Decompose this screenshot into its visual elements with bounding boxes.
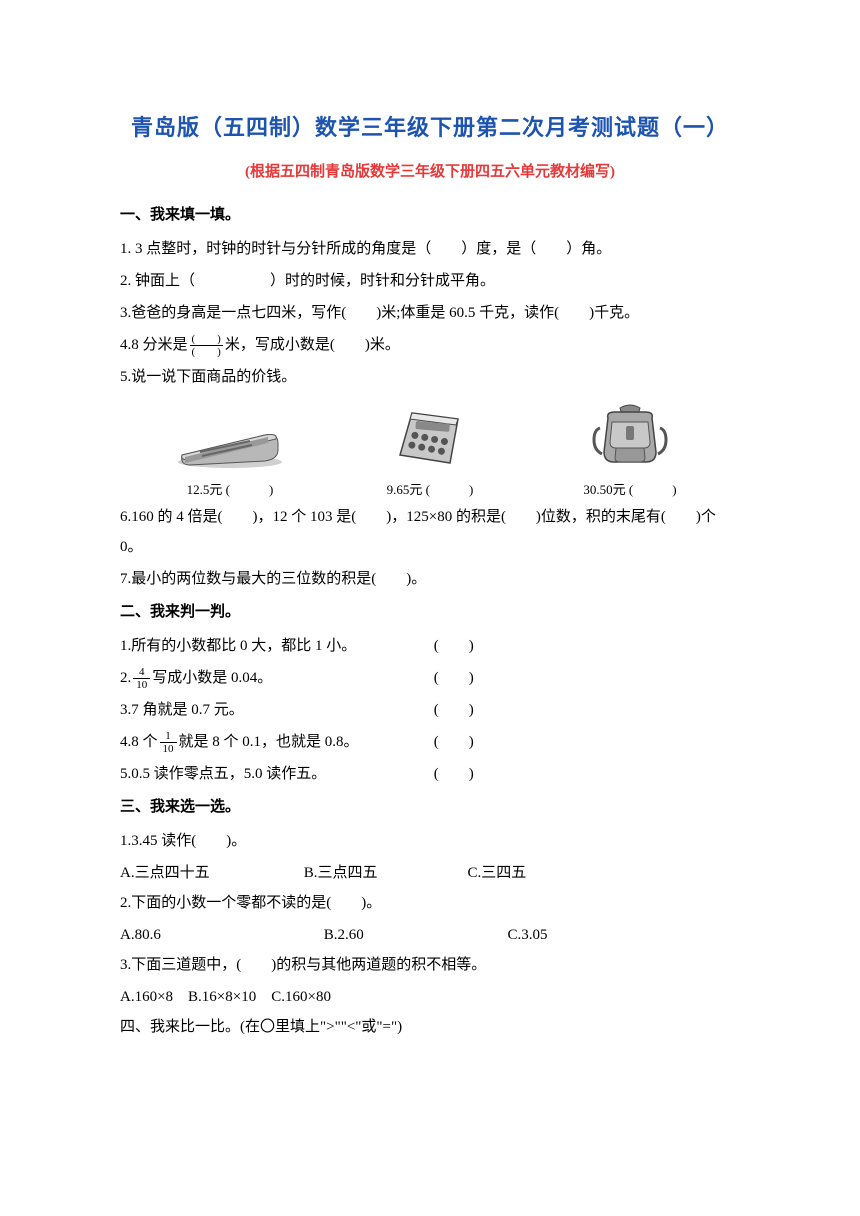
- s2-q3-blank: ( ): [434, 695, 474, 725]
- section-1-header: 一、我来填一填。: [120, 203, 740, 224]
- product-2: 9.65元 ( ): [330, 405, 530, 498]
- product-3-label: 30.50元 ( ): [530, 479, 730, 498]
- s3-q1-b: B.三点四五: [304, 858, 464, 888]
- s3-q2-b: B.2.60: [324, 920, 504, 950]
- products-row: 12.5元 ( ): [120, 400, 740, 498]
- s2-q4-fraction: 110: [160, 730, 177, 755]
- fraction-denominator: ( ): [190, 346, 223, 358]
- product-2-label: 9.65元 ( ): [330, 479, 530, 498]
- s2-q2-suffix: 写成小数是 0.04。: [152, 670, 272, 686]
- calculator-icon: [390, 405, 470, 475]
- s3-q2-stem: 2.下面的小数一个零都不读的是( )。: [120, 888, 740, 918]
- s3-q2-c: C.3.05: [508, 920, 548, 950]
- s1-q4: 4.8 分米是( )( )米，写成小数是( )米。: [120, 330, 740, 360]
- s1-q2: 2. 钟面上（ ）时的时候，时针和分针成平角。: [120, 266, 740, 296]
- s3-q3-b: B.16×8×10: [188, 989, 256, 1005]
- pencil-case-icon: [170, 415, 290, 475]
- exam-page: 青岛版（五四制）数学三年级下册第二次月考测试题（一） (根据五四制青岛版数学三年…: [0, 0, 860, 1084]
- s2-q1-text: 1.所有的小数都比 0 大，都比 1 小。: [120, 631, 400, 661]
- fraction-numerator: 1: [160, 730, 177, 743]
- s3-q3-options: A.160×8 B.16×8×10 C.160×80: [120, 982, 740, 1012]
- s2-q2: 2.410写成小数是 0.04。 ( ): [120, 663, 740, 693]
- s3-q3-a: A.160×8: [120, 989, 173, 1005]
- s3-q1-a: A.三点四十五: [120, 858, 300, 888]
- s2-q2-fraction: 410: [133, 666, 150, 691]
- s2-q5-blank: ( ): [434, 759, 474, 789]
- s1-q4-suffix: 米，写成小数是( )米。: [225, 337, 400, 353]
- s2-q5-text: 5.0.5 读作零点五，5.0 读作五。: [120, 759, 400, 789]
- s2-q4-prefix: 4.8 个: [120, 734, 158, 750]
- s2-q2-wrap: 2.410写成小数是 0.04。: [120, 663, 400, 693]
- fraction-numerator: 4: [133, 666, 150, 679]
- exam-title: 青岛版（五四制）数学三年级下册第二次月考测试题（一）: [120, 110, 740, 142]
- section-3-header: 三、我来选一选。: [120, 795, 740, 816]
- s3-q3-c: C.160×80: [271, 989, 331, 1005]
- s2-q4-suffix: 就是 8 个 0.1，也就是 0.8。: [179, 734, 359, 750]
- s3-q1-stem: 1.3.45 读作( )。: [120, 826, 740, 856]
- section-2-header: 二、我来判一判。: [120, 600, 740, 621]
- s2-q4-blank: ( ): [434, 727, 474, 757]
- product-2-price: 9.65元: [387, 482, 423, 497]
- s2-q1: 1.所有的小数都比 0 大，都比 1 小。 ( ): [120, 631, 740, 661]
- s2-q1-blank: ( ): [434, 631, 474, 661]
- exam-subtitle: (根据五四制青岛版数学三年级下册四五六单元教材编写): [120, 160, 740, 181]
- s2-q5: 5.0.5 读作零点五，5.0 读作五。 ( ): [120, 759, 740, 789]
- product-2-blank: ( ): [426, 482, 474, 497]
- s1-q1: 1. 3 点整时，时钟的时针与分针所成的角度是（ ）度，是（ ）角。: [120, 234, 740, 264]
- s1-q4-prefix: 4.8 分米是: [120, 337, 188, 353]
- product-3: 30.50元 ( ): [530, 400, 730, 498]
- product-3-price: 30.50元: [583, 482, 625, 497]
- section-4-header: 四、我来比一比。(在〇里填上">""<"或"="): [120, 1012, 740, 1042]
- s2-q4: 4.8 个110就是 8 个 0.1，也就是 0.8。 ( ): [120, 727, 740, 757]
- s3-q1-options: A.三点四十五 B.三点四五 C.三四五: [120, 858, 740, 888]
- product-1-label: 12.5元 ( ): [130, 479, 330, 498]
- fraction-denominator: 10: [160, 743, 177, 755]
- s2-q4-wrap: 4.8 个110就是 8 个 0.1，也就是 0.8。: [120, 727, 400, 757]
- product-1-price: 12.5元: [187, 482, 223, 497]
- s2-q2-prefix: 2.: [120, 670, 131, 686]
- s3-q3-stem: 3.下面三道题中，( )的积与其他两道题的积不相等。: [120, 950, 740, 980]
- s1-q4-fraction: ( )( ): [190, 333, 223, 358]
- s1-q5: 5.说一说下面商品的价钱。: [120, 362, 740, 392]
- s3-q1-c: C.三四五: [468, 858, 527, 888]
- backpack-icon: [580, 400, 680, 475]
- s1-q7: 7.最小的两位数与最大的三位数的积是( )。: [120, 564, 740, 594]
- product-1: 12.5元 ( ): [130, 415, 330, 498]
- s2-q2-blank: ( ): [434, 663, 474, 693]
- product-3-blank: ( ): [629, 482, 677, 497]
- s2-q3-text: 3.7 角就是 0.7 元。: [120, 695, 400, 725]
- product-1-blank: ( ): [226, 482, 274, 497]
- fraction-denominator: 10: [133, 679, 150, 691]
- s2-q3: 3.7 角就是 0.7 元。 ( ): [120, 695, 740, 725]
- s3-q2-options: A.80.6 B.2.60 C.3.05: [120, 920, 740, 950]
- s1-q3: 3.爸爸的身高是一点七四米，写作( )米;体重是 60.5 千克，读作( )千克…: [120, 298, 740, 328]
- s1-q6: 6.160 的 4 倍是( )，12 个 103 是( )，125×80 的积是…: [120, 502, 740, 562]
- s3-q2-a: A.80.6: [120, 920, 320, 950]
- fraction-numerator: ( ): [190, 333, 223, 346]
